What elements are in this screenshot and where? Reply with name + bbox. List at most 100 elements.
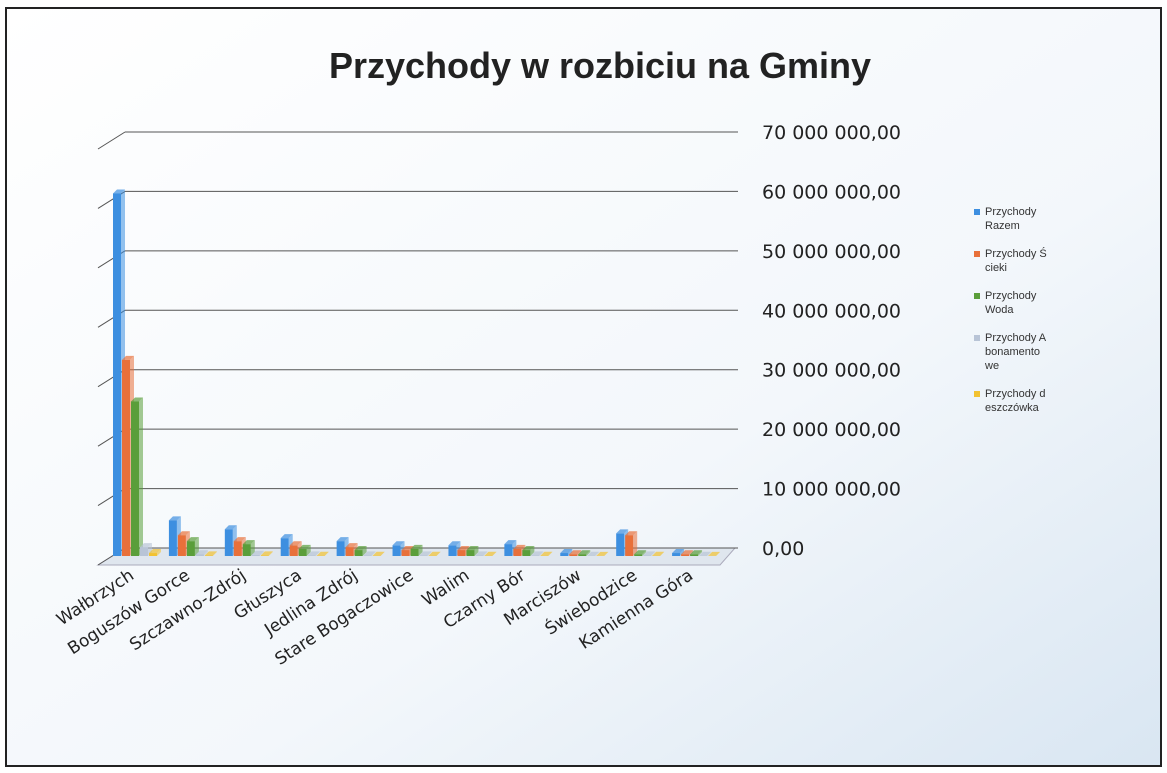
y-tick-label: 30 000 000,00	[762, 360, 901, 382]
chart-title: Przychody w rozbiciu na Gminy	[329, 45, 871, 86]
bar-side	[268, 551, 273, 556]
bar	[289, 545, 298, 556]
bar	[531, 555, 540, 556]
bar-side	[250, 540, 255, 556]
bar	[448, 545, 457, 556]
bar-side	[212, 551, 217, 556]
legend-swatch	[974, 251, 980, 257]
legend-item: Przychody deszczówka	[974, 387, 1064, 415]
bar-side	[362, 546, 367, 556]
bar	[307, 555, 316, 556]
bar	[122, 359, 130, 556]
bar	[186, 541, 195, 556]
bar-side	[194, 537, 199, 556]
bar	[513, 548, 522, 556]
bar-side	[436, 551, 441, 556]
bar	[298, 548, 307, 556]
bar	[168, 520, 177, 556]
bar-side	[642, 550, 647, 556]
bar-side	[698, 550, 703, 556]
grid-line-depth	[97, 131, 126, 150]
bar-side	[586, 550, 591, 556]
y-tick-label: 50 000 000,00	[762, 241, 901, 263]
bar-side	[418, 544, 423, 556]
bar-side	[530, 546, 535, 556]
bar	[410, 548, 419, 556]
bar	[233, 541, 242, 556]
bar	[672, 553, 681, 556]
y-tick-label: 10 000 000,00	[762, 479, 901, 501]
bar	[643, 555, 652, 556]
legend-label: Przychody Razem	[985, 206, 1037, 232]
y-tick-label: 70 000 000,00	[762, 122, 901, 144]
bar-side	[660, 551, 665, 556]
bar-side	[595, 551, 600, 556]
bar-side	[483, 551, 488, 556]
bar	[345, 547, 354, 556]
bar-side	[548, 551, 553, 556]
bar-side	[427, 551, 432, 556]
legend-label: Przychody Woda	[985, 290, 1037, 316]
legend-swatch	[974, 391, 980, 397]
bar	[392, 545, 401, 556]
bar	[560, 553, 569, 556]
bar	[280, 538, 289, 556]
legend-label: Przychody deszczówka	[985, 388, 1046, 414]
bar	[569, 554, 578, 556]
bar	[224, 529, 233, 556]
y-tick-label: 40 000 000,00	[762, 300, 901, 322]
legend-swatch	[974, 209, 980, 215]
bar	[149, 553, 157, 556]
bar-side	[315, 551, 320, 556]
bar	[131, 401, 139, 556]
bar	[616, 533, 625, 556]
bar	[522, 550, 531, 556]
bar-side	[651, 551, 656, 556]
bar	[457, 550, 466, 556]
legend-swatch	[974, 293, 980, 299]
bar	[204, 555, 213, 556]
bar	[634, 554, 643, 556]
bar	[466, 550, 475, 556]
y-tick-label: 0,00	[762, 538, 804, 560]
legend-item: Przychody Ścieki	[974, 247, 1064, 275]
bar-side	[371, 551, 376, 556]
bar	[113, 193, 121, 556]
legend: Przychody Razem Przychody Ścieki Przychody…	[974, 205, 1064, 429]
bar-side	[139, 397, 143, 556]
bar	[140, 547, 148, 556]
bar	[419, 555, 428, 556]
bar	[625, 535, 634, 556]
legend-label: Przychody Abonamentowe	[985, 332, 1047, 372]
bar-side	[539, 551, 544, 556]
y-tick-label: 60 000 000,00	[762, 181, 901, 203]
bar	[475, 555, 484, 556]
bar-side	[259, 550, 264, 556]
bar	[354, 550, 363, 556]
legend-label: Przychody Ścieki	[985, 248, 1047, 274]
chart-frame	[5, 7, 1162, 767]
bar	[336, 541, 345, 556]
bar-side	[604, 551, 609, 556]
bar-side	[324, 551, 329, 556]
bar-side	[492, 551, 497, 556]
bar	[251, 554, 260, 556]
bar	[681, 554, 690, 556]
bar-side	[716, 551, 721, 556]
legend-swatch	[974, 335, 980, 341]
bar	[363, 555, 372, 556]
bar-side	[157, 549, 161, 556]
bar	[195, 554, 204, 556]
bar	[504, 544, 513, 556]
bar-side	[474, 546, 479, 556]
legend-item: Przychody Abonamentowe	[974, 331, 1064, 373]
bar-side	[203, 550, 208, 556]
legend-item: Przychody Woda	[974, 289, 1064, 317]
bar	[242, 544, 251, 556]
bar	[690, 554, 699, 556]
bar-side	[707, 551, 712, 556]
bar-side	[380, 551, 385, 556]
bar	[401, 550, 410, 556]
